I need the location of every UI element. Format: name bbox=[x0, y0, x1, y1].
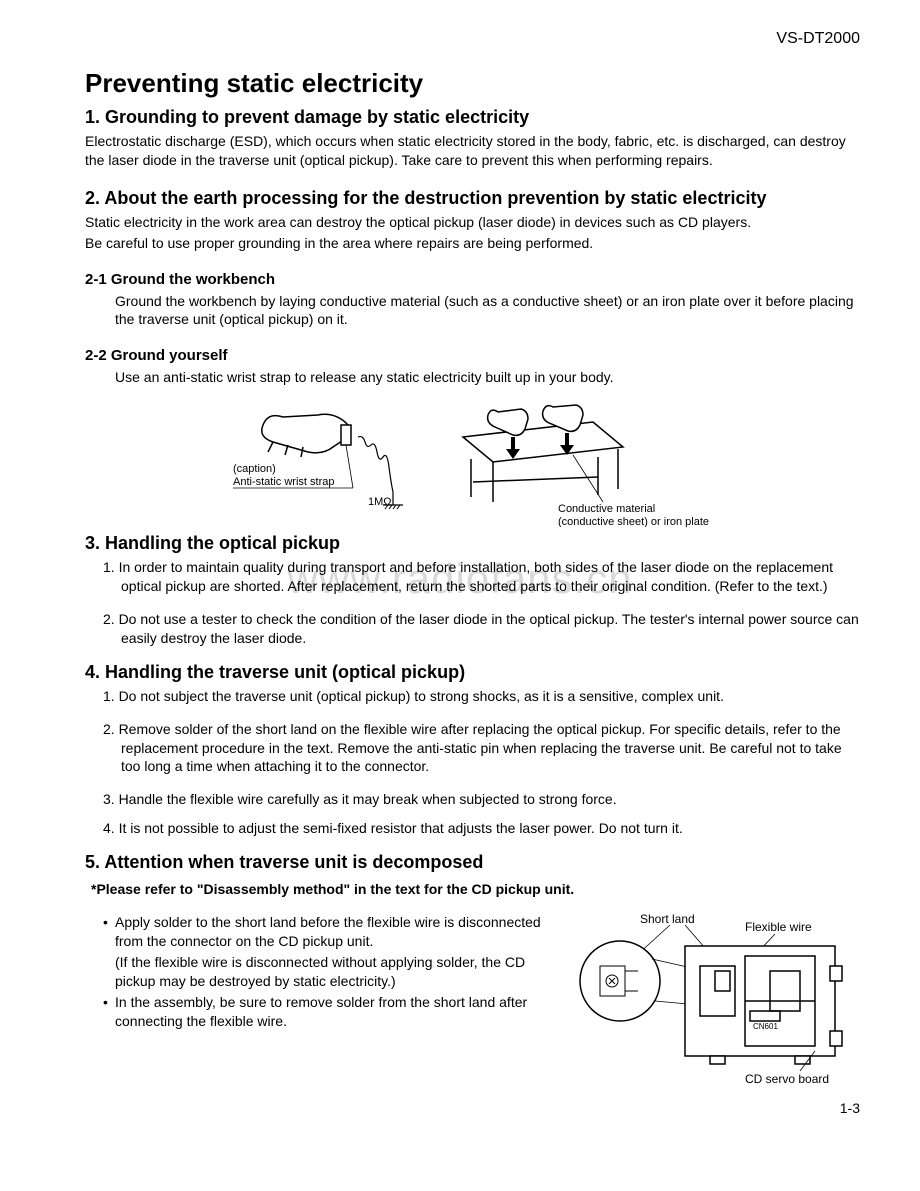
section-1-body: Electrostatic discharge (ESD), which occ… bbox=[85, 132, 860, 170]
label-cd-servo-board: CD servo board bbox=[745, 1072, 829, 1086]
section-1-title: 1. Grounding to prevent damage by static… bbox=[85, 107, 860, 128]
section-5-bullet-1b: (If the flexible wire is disconnected wi… bbox=[85, 953, 560, 991]
resistor-label: 1MΩ bbox=[368, 496, 392, 508]
bullet-2-text: In the assembly, be sure to remove solde… bbox=[115, 994, 527, 1029]
label-connector: CN601 bbox=[753, 1022, 778, 1031]
caption-text: Anti-static wrist strap bbox=[233, 476, 334, 488]
section-4-item-1: 1. Do not subject the traverse unit (opt… bbox=[85, 687, 860, 706]
section-4-item-4: 4. It is not possible to adjust the semi… bbox=[85, 819, 860, 838]
table-label-1: Conductive material bbox=[558, 503, 655, 515]
label-short-land: Short land bbox=[640, 912, 695, 926]
section-2-body-2: Be careful to use proper grounding in th… bbox=[85, 234, 860, 253]
section-5-title: 5. Attention when traverse unit is decom… bbox=[85, 852, 860, 873]
bullet-1-text: Apply solder to the short land before th… bbox=[115, 914, 541, 949]
figure-antistatic: 1MΩ (caption) Anti-static wrist strap bbox=[85, 397, 860, 527]
model-number: VS-DT2000 bbox=[85, 30, 860, 48]
page-number: 1-3 bbox=[840, 1100, 860, 1116]
section-3-item-1: 1. In order to maintain quality during t… bbox=[85, 558, 860, 596]
section-4-item-3: 3. Handle the flexible wire carefully as… bbox=[85, 790, 860, 809]
caption-label: (caption) bbox=[233, 463, 276, 475]
section-5-note: *Please refer to "Disassembly method" in… bbox=[91, 881, 860, 897]
section-3-title: 3. Handling the optical pickup bbox=[85, 533, 860, 554]
table-label-2: (conductive sheet) or iron plate bbox=[558, 516, 709, 527]
section-2-1-body: Ground the workbench by laying conductiv… bbox=[85, 292, 860, 330]
section-5-text: •Apply solder to the short land before t… bbox=[85, 911, 560, 1030]
section-2-2-title: 2-2 Ground yourself bbox=[85, 347, 860, 364]
section-3-item-2: 2. Do not use a tester to check the cond… bbox=[85, 610, 860, 648]
section-2-1-title: 2-1 Ground the workbench bbox=[85, 271, 860, 288]
page-title: Preventing static electricity bbox=[85, 68, 860, 99]
section-5-bullet-1: •Apply solder to the short land before t… bbox=[85, 913, 560, 951]
figure-cd-servo: Short land Flexible wire bbox=[570, 911, 860, 1096]
section-2-title: 2. About the earth processing for the de… bbox=[85, 188, 860, 209]
section-4-title: 4. Handling the traverse unit (optical p… bbox=[85, 662, 860, 683]
label-flexible-wire: Flexible wire bbox=[745, 920, 812, 934]
section-5-bullet-2: •In the assembly, be sure to remove sold… bbox=[85, 993, 560, 1031]
section-4-item-2: 2. Remove solder of the short land on th… bbox=[85, 720, 860, 777]
section-2-body-1: Static electricity in the work area can … bbox=[85, 213, 860, 232]
section-2-2-body: Use an anti-static wrist strap to releas… bbox=[85, 368, 860, 387]
